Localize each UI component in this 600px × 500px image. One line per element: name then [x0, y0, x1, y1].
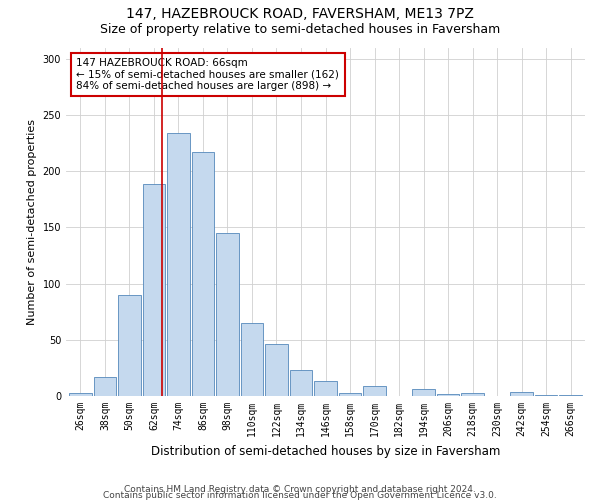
Bar: [511, 392, 533, 396]
Bar: [461, 392, 484, 396]
Bar: [314, 382, 337, 396]
Bar: [339, 392, 361, 396]
Bar: [559, 395, 582, 396]
Text: Size of property relative to semi-detached houses in Faversham: Size of property relative to semi-detach…: [100, 22, 500, 36]
Text: 147 HAZEBROUCK ROAD: 66sqm
← 15% of semi-detached houses are smaller (162)
84% o: 147 HAZEBROUCK ROAD: 66sqm ← 15% of semi…: [76, 58, 339, 91]
Bar: [167, 133, 190, 396]
Y-axis label: Number of semi-detached properties: Number of semi-detached properties: [27, 119, 37, 325]
Bar: [364, 386, 386, 396]
Text: Contains public sector information licensed under the Open Government Licence v3: Contains public sector information licen…: [103, 490, 497, 500]
Bar: [412, 390, 435, 396]
Bar: [535, 395, 557, 396]
Bar: [94, 377, 116, 396]
Bar: [265, 344, 288, 396]
Bar: [191, 152, 214, 396]
Bar: [241, 323, 263, 396]
Bar: [69, 392, 92, 396]
Text: Contains HM Land Registry data © Crown copyright and database right 2024.: Contains HM Land Registry data © Crown c…: [124, 484, 476, 494]
Bar: [216, 233, 239, 396]
Bar: [290, 370, 312, 396]
Bar: [437, 394, 460, 396]
X-axis label: Distribution of semi-detached houses by size in Faversham: Distribution of semi-detached houses by …: [151, 444, 500, 458]
Bar: [143, 184, 165, 396]
Text: 147, HAZEBROUCK ROAD, FAVERSHAM, ME13 7PZ: 147, HAZEBROUCK ROAD, FAVERSHAM, ME13 7P…: [126, 8, 474, 22]
Bar: [118, 295, 140, 396]
